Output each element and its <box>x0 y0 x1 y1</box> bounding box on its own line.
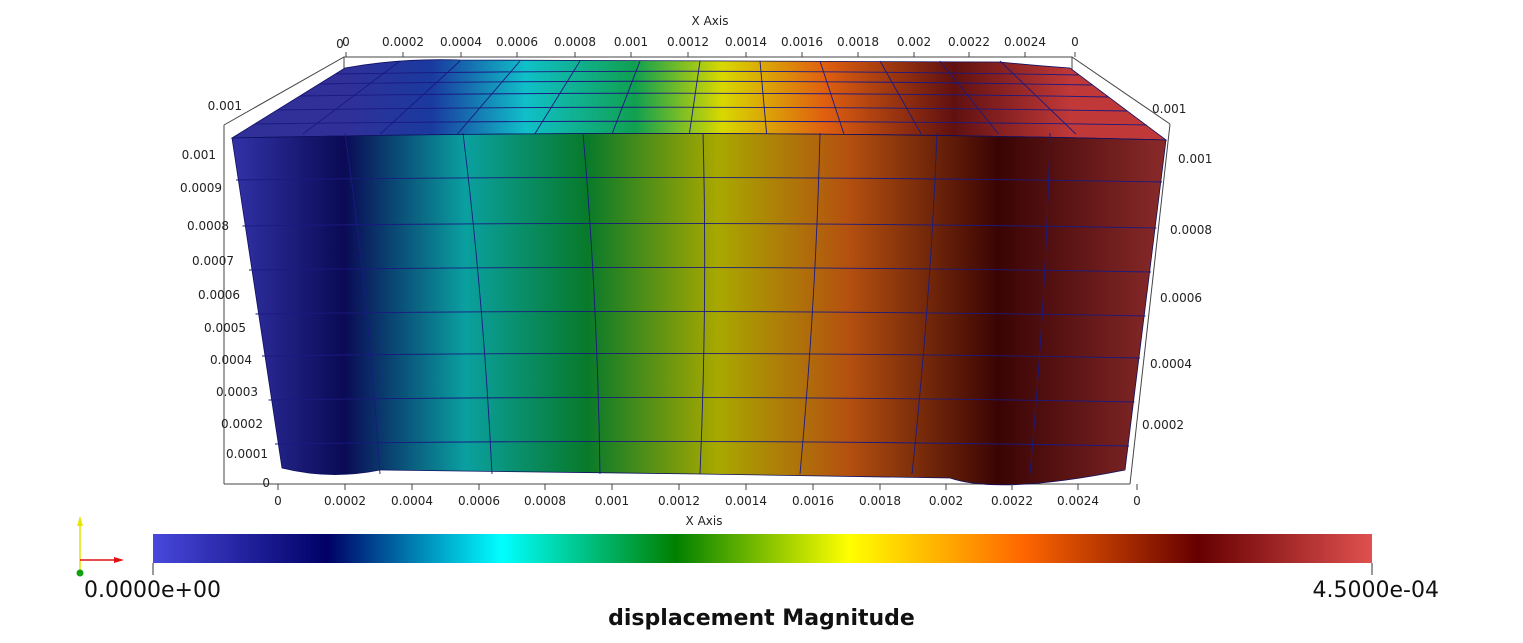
top-x-tick-label: 0 <box>1071 35 1079 49</box>
top-x-tick-label: 0.002 <box>897 35 931 49</box>
colorbar-title: displacement Magnitude <box>608 606 915 631</box>
bottom-x-tick-label: 0.002 <box>929 494 963 508</box>
bottom-x-tick-label: 0 <box>1133 494 1141 508</box>
mesh-line <box>335 70 1079 76</box>
right-corner-tick-label: 0.001 <box>1152 102 1186 116</box>
bottom-x-tick-label: 0.0024 <box>1057 494 1099 508</box>
colorbar <box>153 534 1372 563</box>
bottom-x-tick-label: 0.0016 <box>792 494 834 508</box>
top-x-tick-label: 0.0022 <box>948 35 990 49</box>
top-x-extra-tick-label: 0 <box>336 37 344 51</box>
left-y-tick-label: 0.0002 <box>221 417 263 431</box>
right-y-tick-label: 0.001 <box>1178 152 1212 166</box>
mesh-line <box>939 60 999 135</box>
top-axis-title: X Axis <box>692 14 729 28</box>
mesh-line <box>319 80 1092 86</box>
mesh-line <box>534 60 581 135</box>
left-y-tick-label: 0.0007 <box>192 254 234 268</box>
top-x-tick-label: 0.0004 <box>440 35 482 49</box>
mesh-line <box>759 60 768 135</box>
mesh-line <box>302 60 401 135</box>
bottom-axis-title: X Axis <box>686 514 723 528</box>
orientation-y-arrow-icon <box>77 516 83 526</box>
mesh-grid-lines <box>235 60 1163 475</box>
left-y-tick-label: 0.0009 <box>180 181 222 195</box>
top-x-tick-label: 0.0012 <box>667 35 709 49</box>
top-x-tick-label: 0.0018 <box>837 35 879 49</box>
mesh-line <box>235 176 1163 183</box>
right-y-tick-label: 0.0008 <box>1170 223 1212 237</box>
mesh-line <box>255 310 1146 317</box>
mesh-line <box>688 60 701 135</box>
bottom-x-tick-label: 0.0014 <box>725 494 767 508</box>
mesh-line <box>242 222 1157 229</box>
mesh-line <box>254 120 1147 126</box>
bottom-x-tick-label: 0.0022 <box>991 494 1033 508</box>
bottom-x-tick-label: 0.0012 <box>658 494 700 508</box>
mesh-line <box>911 132 938 475</box>
bottom-x-tick-label: 0.0018 <box>859 494 901 508</box>
top-x-tick-label: 0.001 <box>614 35 648 49</box>
mesh-line <box>261 352 1141 359</box>
top-x-tick-label: 0.0016 <box>781 35 823 49</box>
colorbar-max-label: 4.5000e-04 <box>1312 578 1439 603</box>
left-y-tick-label: 0.0005 <box>204 321 246 335</box>
mesh-line <box>799 132 821 475</box>
left-y-tick-label: 0.0008 <box>187 219 229 233</box>
left-y-tick-label: 0.0004 <box>210 353 252 367</box>
colorbar-min-label: 0.0000e+00 <box>84 578 221 603</box>
orientation-axes-widget[interactable] <box>76 516 125 577</box>
left-corner-tick-label: 0.001 <box>208 99 242 113</box>
mesh-line <box>879 60 922 135</box>
mesh-front-face <box>231 133 1167 486</box>
left-y-tick-label: 0.0003 <box>216 385 258 399</box>
left-y-tick-label: 0.001 <box>182 148 216 162</box>
mesh-line <box>277 106 1128 112</box>
left-y-tick-label: 0 <box>262 476 270 490</box>
mesh-line <box>274 440 1130 447</box>
left-y-tick-label: 0.0001 <box>226 447 268 461</box>
mesh-line <box>819 60 845 135</box>
right-y-tick-label: 0.0004 <box>1150 357 1192 371</box>
top-x-tick-label: 0.0024 <box>1004 35 1046 49</box>
bottom-x-tick-label: 0.0002 <box>324 494 366 508</box>
mesh-line <box>379 60 461 135</box>
orientation-z-axis-dot <box>76 569 84 577</box>
right-y-tick-label: 0.0002 <box>1142 418 1184 432</box>
top-x-tick-label: 0.0014 <box>725 35 767 49</box>
bottom-x-tick-label: 0 <box>274 494 282 508</box>
mesh-line <box>999 60 1077 135</box>
orientation-x-arrow-icon <box>114 557 124 563</box>
top-x-tick-label: 0 <box>342 35 350 49</box>
left-y-tick-label: 0.0006 <box>198 288 240 302</box>
bottom-x-tick-label: 0.0008 <box>524 494 566 508</box>
mesh-line <box>268 396 1135 403</box>
top-x-tick-label: 0.0006 <box>496 35 538 49</box>
bottom-x-tick-label: 0.0006 <box>458 494 500 508</box>
mesh-line <box>344 132 381 475</box>
mesh-line <box>462 132 493 475</box>
mesh-top-face <box>230 59 1168 141</box>
top-x-tick-label: 0.0008 <box>554 35 596 49</box>
mesh-line <box>611 60 641 135</box>
right-y-tick-label: 0.0006 <box>1160 291 1202 305</box>
mesh-line <box>299 92 1109 98</box>
mesh-line <box>457 60 521 135</box>
mesh-line <box>1029 132 1051 475</box>
mesh-line <box>248 266 1152 273</box>
bottom-x-tick-label: 0.0004 <box>391 494 433 508</box>
axis-tick-labels: 0 0.0002 0.0004 0.0006 0.0008 0.001 0.0012 0.00… <box>180 35 1212 508</box>
top-x-tick-label: 0.0002 <box>382 35 424 49</box>
bottom-x-tick-label: 0.001 <box>595 494 629 508</box>
